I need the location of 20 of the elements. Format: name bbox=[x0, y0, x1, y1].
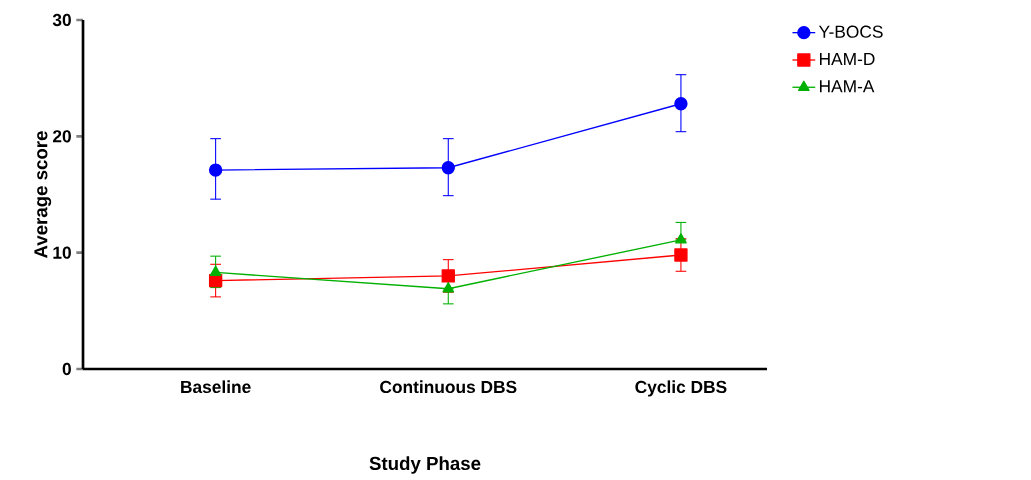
y-axis-title: Average score bbox=[34, 131, 52, 259]
x-axis-title: Study Phase bbox=[369, 456, 481, 474]
point bbox=[441, 161, 455, 175]
point bbox=[442, 282, 455, 293]
point bbox=[674, 248, 688, 262]
legend-label: HAM-A bbox=[819, 80, 875, 93]
legend-label: Y-BOCS bbox=[818, 25, 883, 38]
point bbox=[674, 97, 688, 111]
x-tick-label: Cyclic DBS bbox=[635, 380, 727, 397]
y-tick-label: 30 bbox=[52, 13, 71, 27]
legend-label: HAM-D bbox=[819, 53, 875, 65]
point bbox=[675, 233, 687, 244]
point bbox=[208, 163, 223, 177]
point bbox=[209, 265, 222, 277]
y-tick-label: 20 bbox=[52, 130, 71, 143]
y-tick-label: 10 bbox=[53, 246, 71, 259]
point bbox=[441, 269, 455, 283]
y-tick-label: 0 bbox=[62, 362, 71, 376]
x-tick-label: Baseline bbox=[181, 380, 251, 394]
x-tick-label: Continuous DBS bbox=[380, 380, 517, 394]
